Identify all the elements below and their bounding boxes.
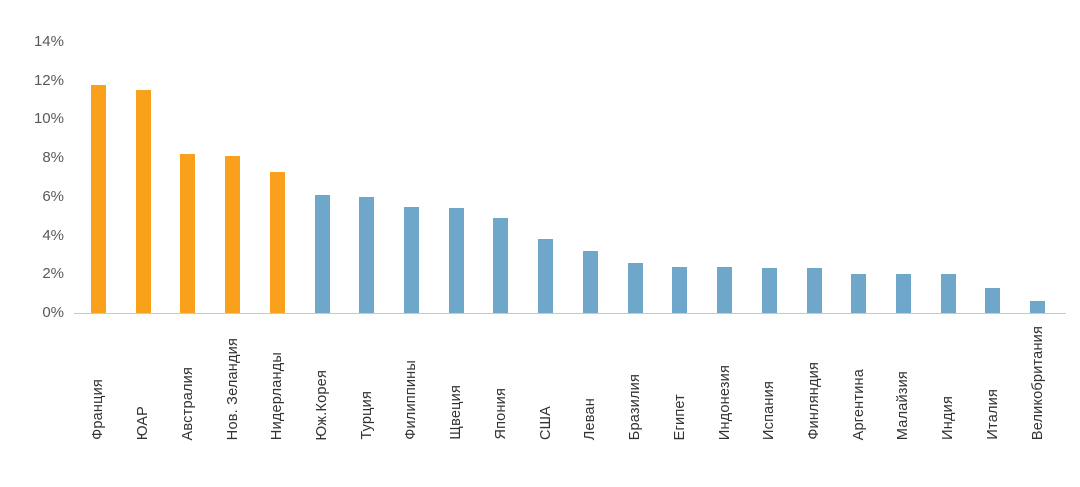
bar-20 [985,287,1001,313]
x-tick-label: Бразилия [627,373,644,440]
bar-6 [359,196,375,313]
y-tick-label: 8% [42,149,64,167]
x-tick-label: Великобритания [1029,325,1046,440]
bar-0 [90,84,106,313]
bar-7 [403,206,419,313]
x-tick-label: Индия [940,396,957,440]
y-tick-label: 0% [42,304,64,321]
bar-9 [493,218,509,313]
x-tick-label: Япония [492,388,509,440]
bar-3 [225,156,241,313]
x-tick-label: Аргентина [850,368,867,440]
x-tick-label: Индонезия [716,364,733,440]
x-tick-label: Юж.Корея [314,369,330,440]
x-tick-label: ЮАР [135,405,152,440]
x-tick-label: США [537,405,554,440]
x-axis-line [74,313,1066,314]
bar-17 [851,274,867,313]
bar-16 [806,268,822,313]
bar-13 [672,266,688,313]
y-tick-label: 6% [42,187,64,205]
bar-12 [627,262,643,313]
y-tick-label: 10% [33,110,64,128]
x-tick-label: Леван [582,397,599,440]
x-tick-label: Нов. Зеландия [224,337,241,440]
bar-14 [717,266,733,313]
x-tick-label: Египет [671,393,688,440]
x-tick-label: Италия [984,389,1001,440]
x-tick-label: Филиппины [403,360,420,440]
x-tick-label: Испания [761,381,778,440]
y-tick-label: 12% [33,71,64,89]
x-tick-label: Турция [358,391,375,440]
y-tick-label: 4% [42,226,64,244]
x-tick-label: Малайзия [895,370,912,440]
bar-1 [135,90,151,313]
bar-8 [448,208,464,313]
x-tick-label: Франция [90,379,107,440]
x-tick-label: Австралия [179,366,196,440]
x-tick-label: Нидерланды [269,351,286,440]
y-tick-label: 2% [42,265,64,283]
bar-4 [269,171,285,313]
bar-21 [1030,301,1046,313]
x-tick-label: Щвеция [448,385,465,440]
bar-10 [538,239,554,313]
bar-15 [761,268,777,313]
bar-19 [940,274,956,313]
bar-11 [582,251,598,313]
bar-18 [895,274,911,313]
y-tick-label: 14% [33,33,64,50]
bar-5 [314,194,330,313]
bar-2 [180,154,196,313]
x-tick-label: Финляндия [806,362,822,440]
